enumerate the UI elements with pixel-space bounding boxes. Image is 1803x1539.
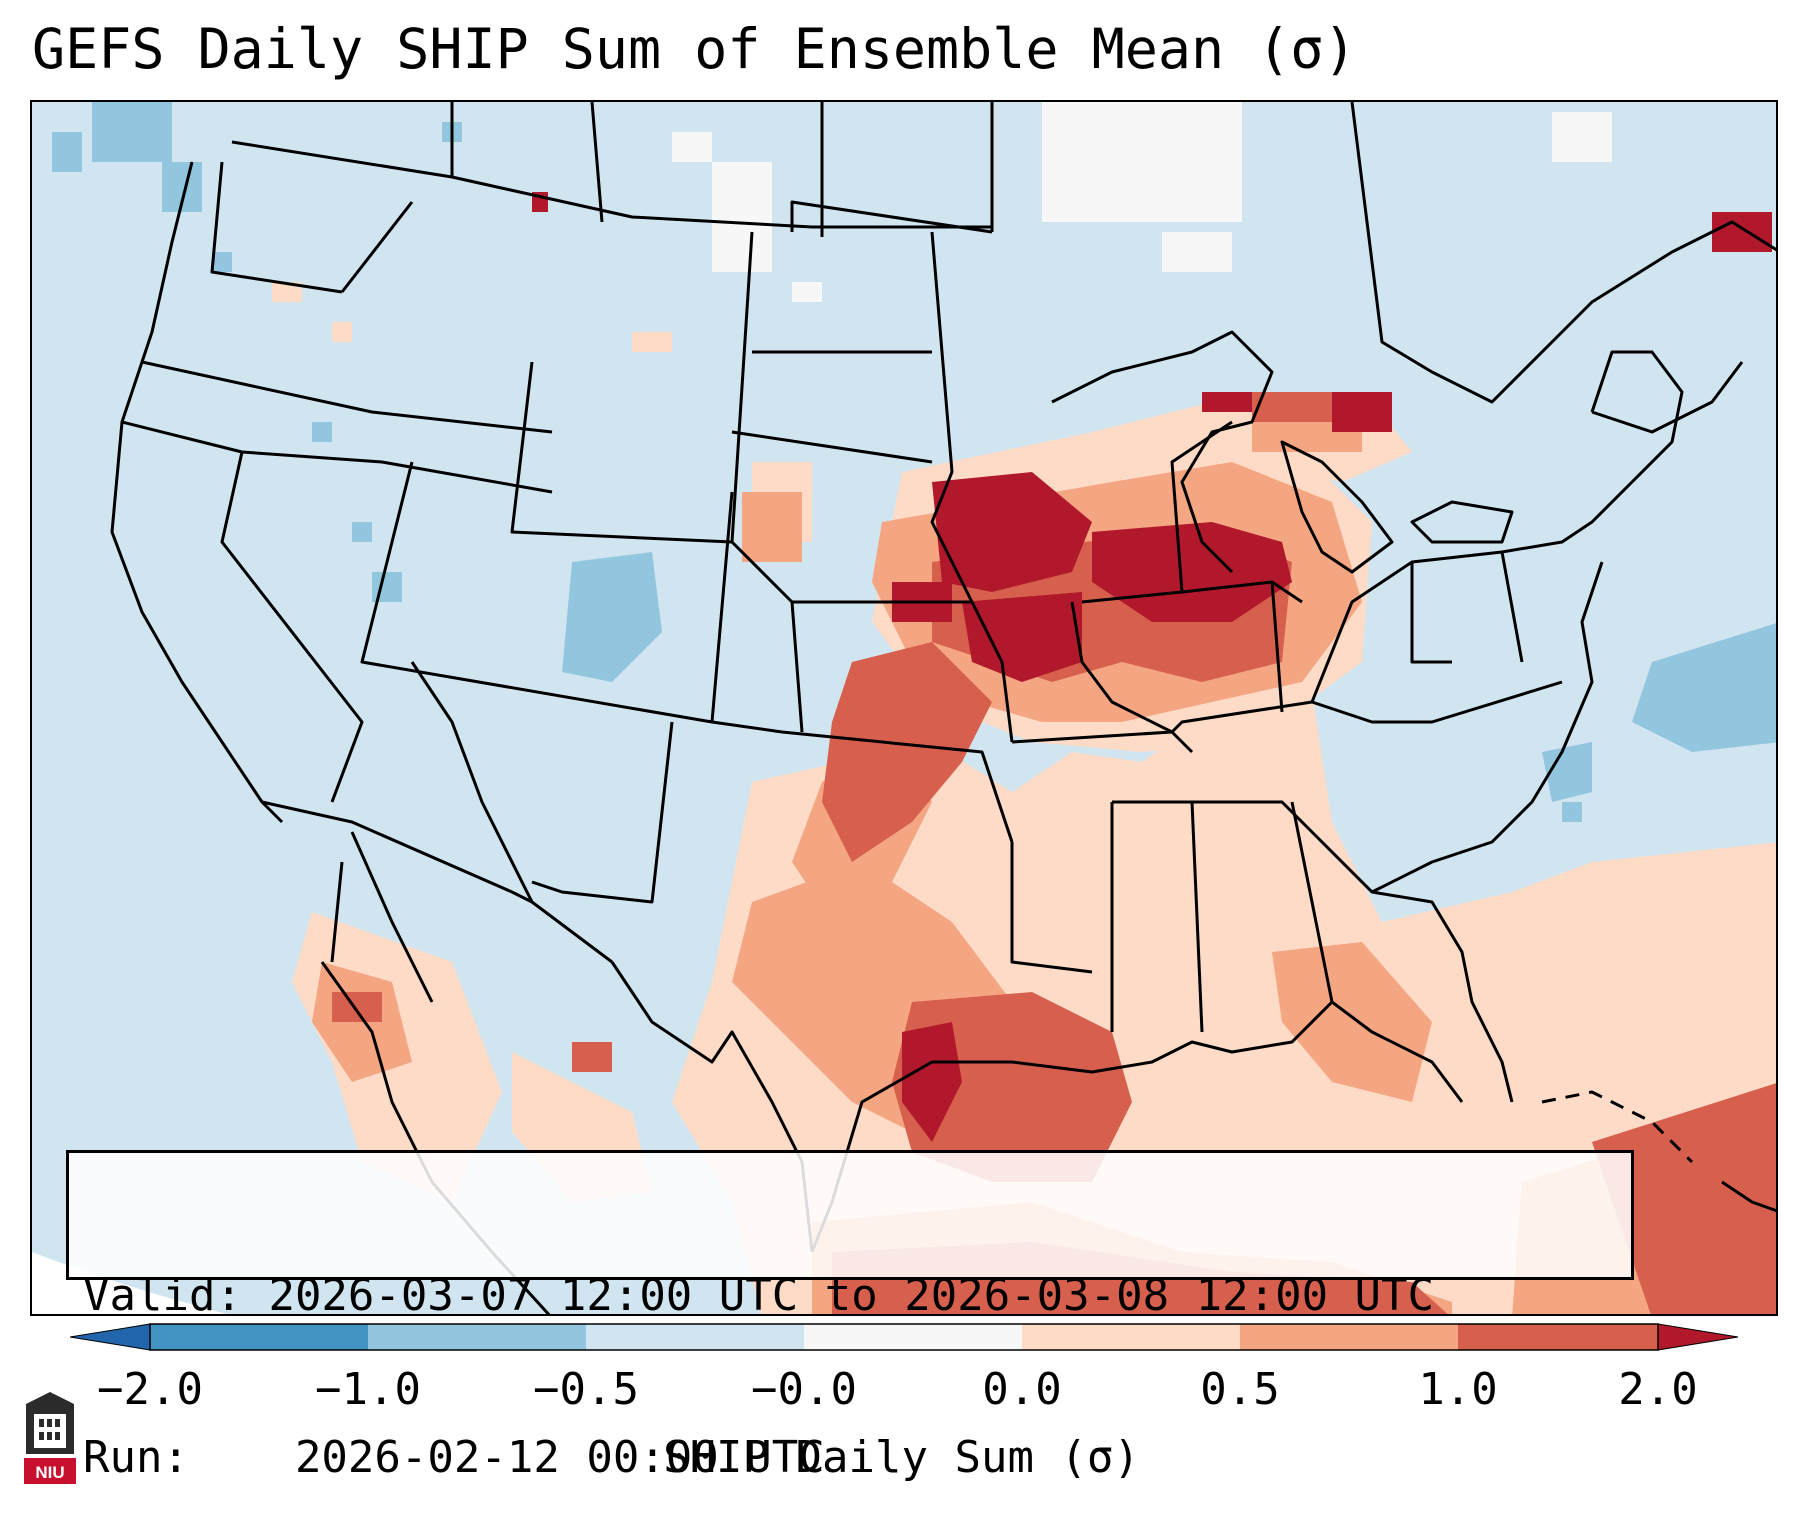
- ship-field-map: [32, 102, 1776, 1314]
- colorbar-bin-neg05-0: [586, 1324, 804, 1350]
- colorbar-tick: 1.0: [1418, 1364, 1498, 1415]
- colorbar-bin-neg2-neg1: [150, 1324, 368, 1350]
- colorbar-bin-1-2: [1458, 1324, 1658, 1350]
- valid-label: Valid:: [83, 1270, 242, 1321]
- map-title: GEFS Daily SHIP Sum of Ensemble Mean (σ): [32, 17, 1357, 81]
- logo-text: NIU: [35, 1463, 64, 1482]
- map-panel: [30, 100, 1778, 1316]
- colorbar: [70, 1323, 1739, 1351]
- university-building-icon: NIU: [24, 1392, 76, 1484]
- near-zero-patches: [672, 102, 1612, 302]
- coastlines-and-borders: [110, 102, 1776, 1314]
- run-value: 2026-02-12 00:00 UTC: [294, 1432, 825, 1483]
- colorbar-tick: 0.5: [1200, 1364, 1280, 1415]
- colorbar-bin-0-05: [1022, 1324, 1240, 1350]
- colorbar-bin-05-1: [1240, 1324, 1458, 1350]
- colorbar-bin-zero: [804, 1324, 1022, 1350]
- valid-row: Valid: 2026-03-07 12:00 UTC to 2026-03-0…: [83, 1269, 1617, 1323]
- colorbar-tick: 2.0: [1618, 1364, 1698, 1415]
- colorbar-tick: −0.5: [533, 1364, 639, 1415]
- colorbar-tick: −0.0: [751, 1364, 857, 1415]
- colorbar-extend-high: [1657, 1323, 1739, 1351]
- negative-patches: [52, 102, 1776, 822]
- colorbar-tick: 0.0: [982, 1364, 1062, 1415]
- colorbar-bin-neg1-neg05: [368, 1324, 586, 1350]
- colorbar-extend-low: [70, 1323, 151, 1351]
- colorbar-label: SHIP Daily Sum (σ): [663, 1432, 1140, 1483]
- valid-value: 2026-03-07 12:00 UTC to 2026-03-08 12:00…: [268, 1270, 1435, 1321]
- run-row: Run: 2026-02-12 00:00 UTC: [83, 1431, 1617, 1485]
- run-label: Run:: [83, 1432, 189, 1483]
- colorbar-tick: −2.0: [97, 1364, 203, 1415]
- colorbar-tick: −1.0: [315, 1364, 421, 1415]
- run-info-box: Valid: 2026-03-07 12:00 UTC to 2026-03-0…: [66, 1150, 1634, 1483]
- projection-edge: [32, 1252, 227, 1314]
